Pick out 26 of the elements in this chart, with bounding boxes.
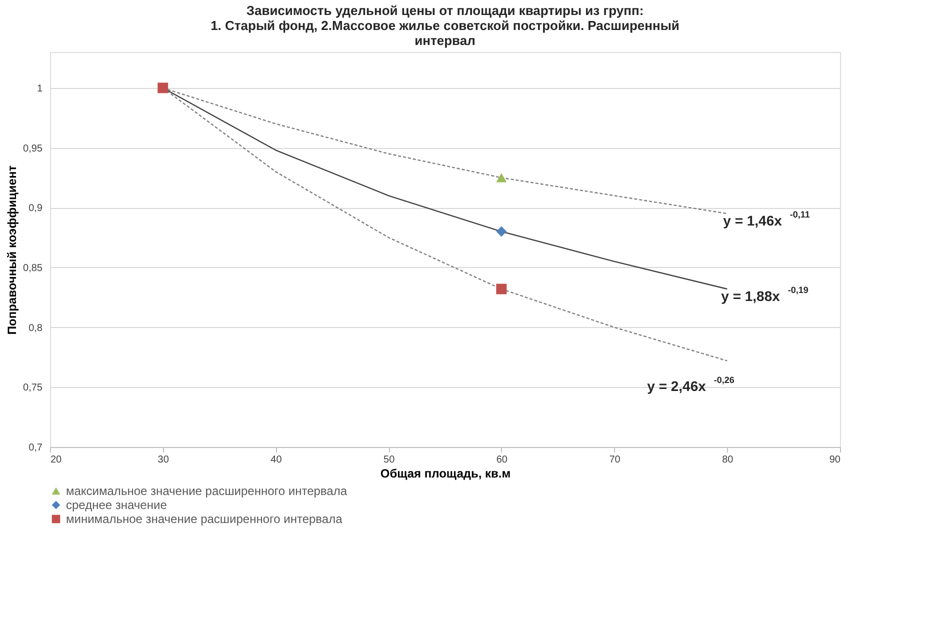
legend-label: максимальное значение расширенного интервала	[66, 484, 348, 498]
y-tick-label: 0,85	[23, 262, 43, 274]
text: интервал	[414, 33, 476, 48]
annotation: y = 2,46x-0,26	[647, 374, 734, 394]
text: Зависимость удельной цены от площади квартиры из групп:	[246, 3, 644, 18]
y-tick-label: 0,8	[28, 322, 43, 334]
x-tick-label: 90	[829, 454, 841, 466]
y-tick-label: 0,75	[23, 382, 43, 394]
y-tick-label: 0,95	[23, 143, 43, 154]
y-tick-label: 1	[36, 83, 43, 94]
legend-label: минимальное значение расширенного интервала	[66, 512, 343, 526]
text: 1. Старый фонд, 2.Массовое жилье советской постройки. Расширенный	[210, 18, 680, 33]
x-axis-title: Общая площадь, кв.м	[380, 466, 511, 480]
x-tick-label: 70	[609, 454, 621, 466]
y-axis-title: Поправочный коэффициент	[5, 165, 20, 335]
x-tick-label: 20	[50, 454, 62, 466]
x-tick-label: 30	[158, 454, 170, 466]
annotation: y = 1,88x-0,19	[721, 285, 808, 304]
annotation: y = 1,46x-0,11	[723, 210, 810, 229]
x-tick-label: 60	[496, 454, 508, 466]
x-tick-label: 80	[722, 454, 734, 466]
x-tick-label: 40	[270, 454, 282, 466]
x-tick-label: 50	[384, 454, 396, 466]
y-tick-label: 0,7	[28, 442, 43, 454]
y-tick-label: 0,9	[28, 203, 43, 214]
legend-label: среднее значение	[66, 498, 168, 512]
